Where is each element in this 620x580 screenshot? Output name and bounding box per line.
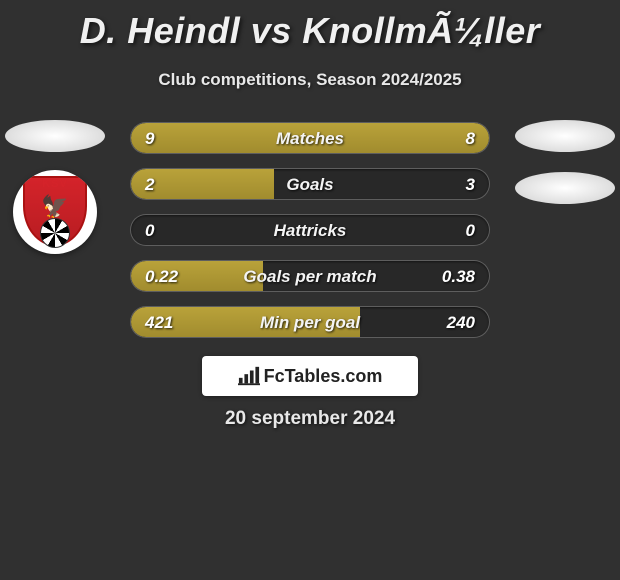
left-player-club-crest: KSV 🦅 bbox=[13, 170, 97, 254]
stat-row: 0.220.38Goals per match bbox=[130, 260, 490, 292]
right-player-flag-placeholder bbox=[515, 120, 615, 152]
stat-value-right: 8 bbox=[466, 123, 475, 153]
football-icon bbox=[40, 218, 70, 248]
stat-value-right: 0.38 bbox=[442, 261, 475, 291]
watermark-text: FcTables.com bbox=[264, 366, 383, 387]
stat-value-right: 3 bbox=[466, 169, 475, 199]
watermark: FcTables.com bbox=[202, 356, 418, 396]
stat-value-left: 421 bbox=[145, 307, 173, 337]
bar-chart-icon bbox=[238, 366, 260, 386]
right-player-club-placeholder bbox=[515, 172, 615, 204]
left-player-flag-placeholder bbox=[5, 120, 105, 152]
stat-row: 421240Min per goal bbox=[130, 306, 490, 338]
date: 20 september 2024 bbox=[0, 408, 620, 430]
stat-fill-right bbox=[321, 123, 489, 153]
stats-container: 98Matches23Goals00Hattricks0.220.38Goals… bbox=[130, 122, 490, 352]
stat-label: Hattricks bbox=[131, 215, 489, 245]
stat-value-left: 2 bbox=[145, 169, 154, 199]
subtitle: Club competitions, Season 2024/2025 bbox=[0, 70, 620, 90]
stat-row: 0 0Hattricks bbox=[130, 214, 490, 246]
club-code: KSV bbox=[13, 178, 97, 190]
right-player-column bbox=[510, 120, 620, 204]
stat-value-left: 9 bbox=[145, 123, 154, 153]
stat-value-left: 0 bbox=[145, 215, 154, 245]
stat-value-left: 0.22 bbox=[145, 261, 178, 291]
stat-row: 98Matches bbox=[130, 122, 490, 154]
stat-row: 23Goals bbox=[130, 168, 490, 200]
eagle-icon: 🦅 bbox=[41, 194, 68, 220]
stat-value-right: 0 bbox=[466, 215, 475, 245]
stat-fill-left bbox=[131, 123, 321, 153]
page-title: D. Heindl vs KnollmÃ¼ller bbox=[0, 0, 620, 52]
left-player-column: KSV 🦅 bbox=[0, 120, 110, 254]
stat-value-right: 240 bbox=[447, 307, 475, 337]
